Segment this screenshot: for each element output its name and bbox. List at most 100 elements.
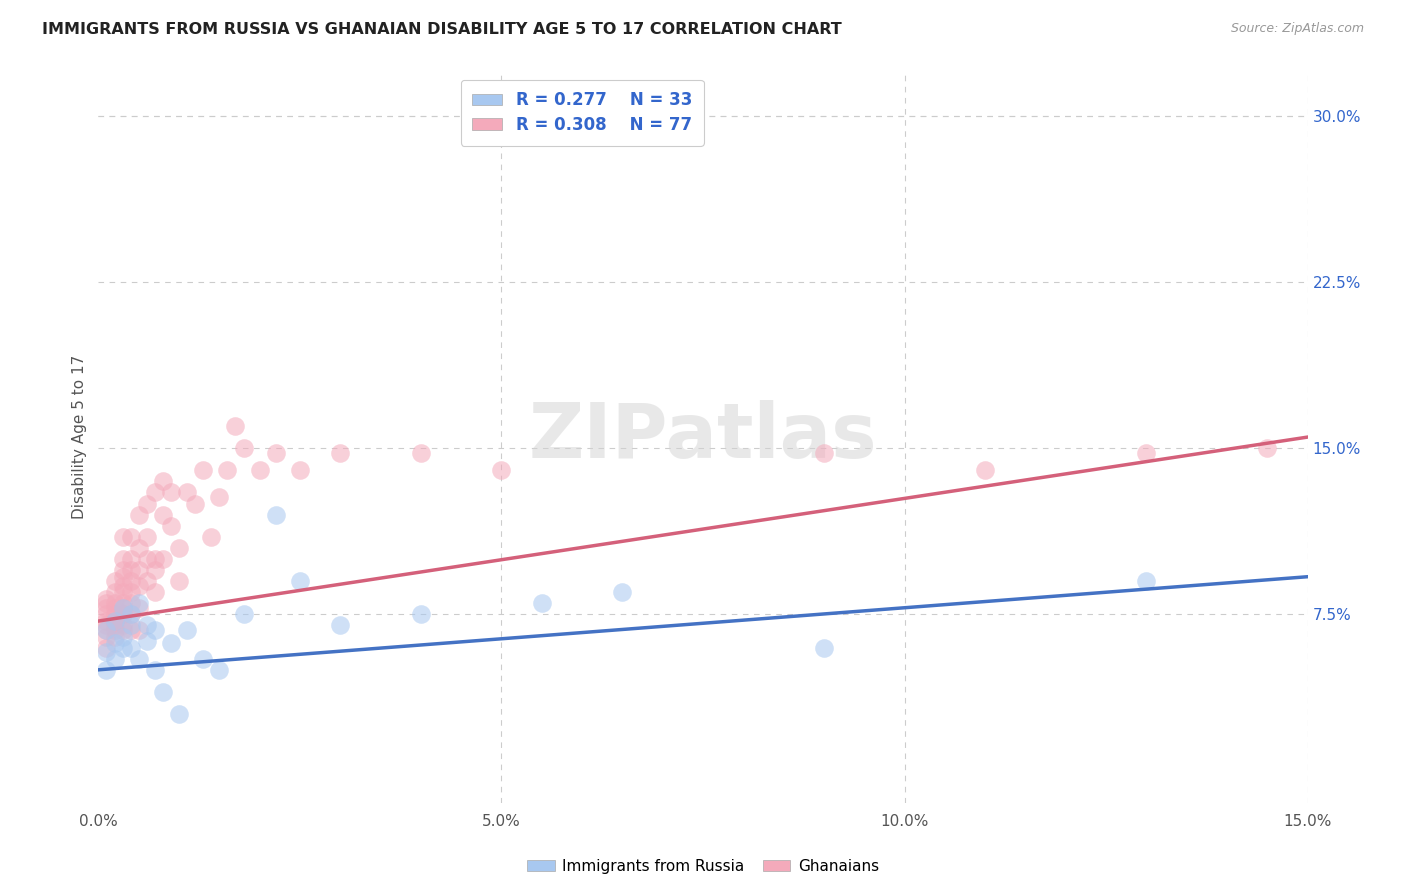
- Point: [120, 552, 142, 566]
- Point: [409, 445, 432, 459]
- Point: [111, 600, 134, 615]
- Point: [120, 530, 142, 544]
- Point: [111, 585, 134, 599]
- Point: [176, 623, 198, 637]
- Point: [128, 596, 150, 610]
- Point: [111, 578, 134, 592]
- Point: [128, 508, 150, 522]
- Point: [143, 623, 166, 637]
- Point: [193, 651, 215, 665]
- Point: [128, 563, 150, 577]
- Point: [249, 463, 271, 477]
- Point: [103, 651, 125, 665]
- Point: [111, 600, 134, 615]
- Point: [143, 663, 166, 677]
- Point: [103, 618, 125, 632]
- Point: [103, 574, 125, 589]
- Point: [96, 614, 118, 628]
- Point: [96, 645, 118, 659]
- Point: [103, 600, 125, 615]
- Point: [111, 607, 134, 622]
- Point: [128, 623, 150, 637]
- Point: [111, 530, 134, 544]
- Point: [111, 618, 134, 632]
- Point: [96, 623, 118, 637]
- Point: [128, 651, 150, 665]
- Point: [135, 634, 157, 648]
- Point: [120, 563, 142, 577]
- Point: [974, 463, 997, 477]
- Point: [96, 623, 118, 637]
- Point: [1135, 574, 1157, 589]
- Point: [120, 596, 142, 610]
- Point: [143, 563, 166, 577]
- Point: [160, 636, 183, 650]
- Point: [813, 445, 835, 459]
- Text: Source: ZipAtlas.com: Source: ZipAtlas.com: [1230, 22, 1364, 36]
- Point: [120, 607, 142, 622]
- Point: [409, 607, 432, 622]
- Point: [103, 596, 125, 610]
- Point: [329, 445, 352, 459]
- Point: [103, 614, 125, 628]
- Point: [288, 463, 311, 477]
- Point: [120, 607, 142, 622]
- Point: [128, 578, 150, 592]
- Point: [135, 497, 157, 511]
- Point: [135, 574, 157, 589]
- Point: [208, 490, 231, 504]
- Text: ZIPatlas: ZIPatlas: [529, 401, 877, 474]
- Point: [103, 623, 125, 637]
- Point: [135, 530, 157, 544]
- Point: [288, 574, 311, 589]
- Point: [1135, 445, 1157, 459]
- Point: [167, 707, 190, 722]
- Point: [120, 640, 142, 655]
- Point: [152, 685, 174, 699]
- Point: [120, 623, 142, 637]
- Point: [120, 585, 142, 599]
- Point: [224, 419, 246, 434]
- Point: [167, 541, 190, 555]
- Point: [135, 618, 157, 632]
- Point: [200, 530, 222, 544]
- Point: [329, 618, 352, 632]
- Point: [135, 552, 157, 566]
- Point: [111, 570, 134, 584]
- Point: [232, 607, 254, 622]
- Point: [167, 574, 190, 589]
- Point: [152, 475, 174, 489]
- Point: [128, 600, 150, 615]
- Point: [96, 640, 118, 655]
- Point: [184, 497, 207, 511]
- Point: [264, 508, 287, 522]
- Legend: R = 0.277    N = 33, R = 0.308    N = 77: R = 0.277 N = 33, R = 0.308 N = 77: [461, 79, 703, 145]
- Point: [96, 607, 118, 622]
- Point: [160, 485, 183, 500]
- Point: [530, 596, 553, 610]
- Point: [103, 585, 125, 599]
- Point: [103, 614, 125, 628]
- Point: [208, 663, 231, 677]
- Point: [111, 630, 134, 644]
- Point: [96, 600, 118, 615]
- Point: [1256, 441, 1278, 455]
- Point: [96, 663, 118, 677]
- Point: [612, 585, 634, 599]
- Point: [264, 445, 287, 459]
- Point: [160, 518, 183, 533]
- Point: [111, 623, 134, 637]
- Point: [143, 585, 166, 599]
- Point: [152, 552, 174, 566]
- Point: [193, 463, 215, 477]
- Legend: Immigrants from Russia, Ghanaians: Immigrants from Russia, Ghanaians: [520, 853, 886, 880]
- Point: [96, 630, 118, 644]
- Point: [217, 463, 239, 477]
- Point: [111, 552, 134, 566]
- Point: [813, 640, 835, 655]
- Point: [232, 441, 254, 455]
- Text: IMMIGRANTS FROM RUSSIA VS GHANAIAN DISABILITY AGE 5 TO 17 CORRELATION CHART: IMMIGRANTS FROM RUSSIA VS GHANAIAN DISAB…: [42, 22, 842, 37]
- Point: [111, 640, 134, 655]
- Point: [103, 607, 125, 622]
- Point: [96, 618, 118, 632]
